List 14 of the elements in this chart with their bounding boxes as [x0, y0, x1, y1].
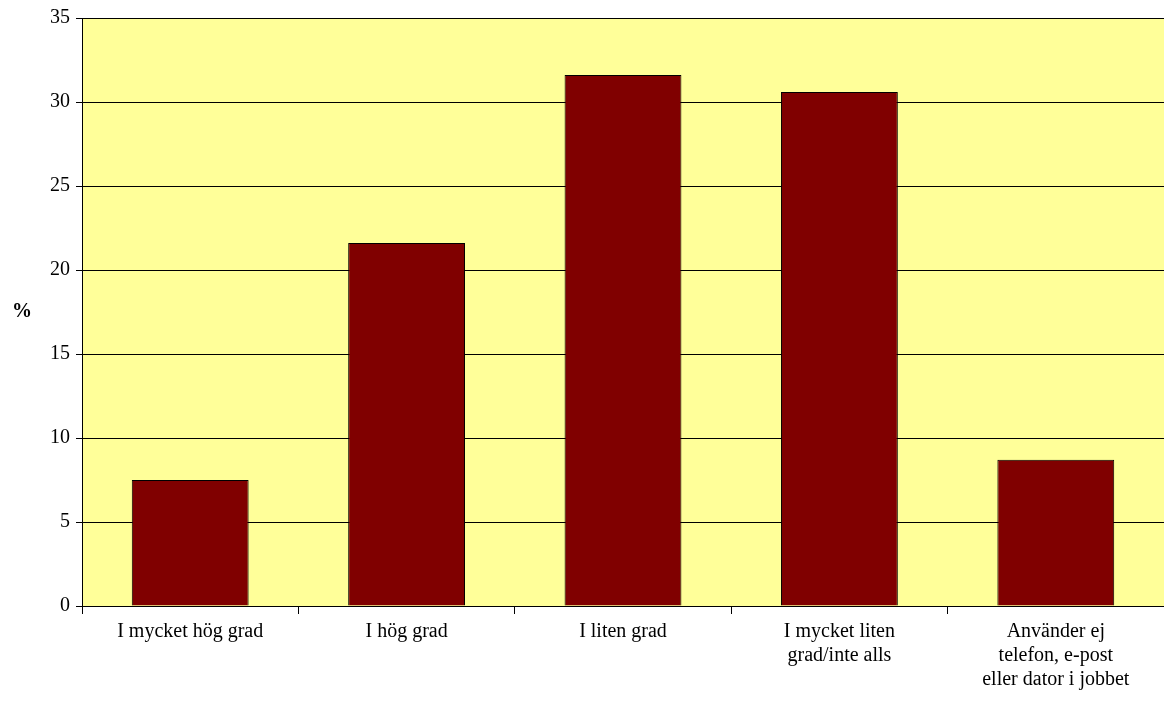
x-tick-label: I liten grad [579, 619, 667, 643]
x-tick-label: Använder ej telefon, e-post eller dator i jobbet [982, 619, 1130, 691]
y-tick-label: 30 [50, 89, 70, 112]
x-tick-label: I mycket hög grad [117, 619, 264, 643]
y-tick-label: 15 [50, 341, 70, 364]
x-tick-label: I mycket liten grad/inte alls [783, 619, 895, 667]
y-tick-label: 35 [50, 5, 70, 28]
y-axis-title: % [12, 299, 32, 322]
y-tick-label: 20 [50, 257, 70, 280]
y-tick-label: 10 [50, 425, 70, 448]
x-tick-label: I hög grad [365, 619, 448, 643]
y-tick-label: 25 [50, 173, 70, 196]
y-tick-label: 5 [60, 509, 70, 532]
y-tick-label: 0 [60, 593, 70, 616]
